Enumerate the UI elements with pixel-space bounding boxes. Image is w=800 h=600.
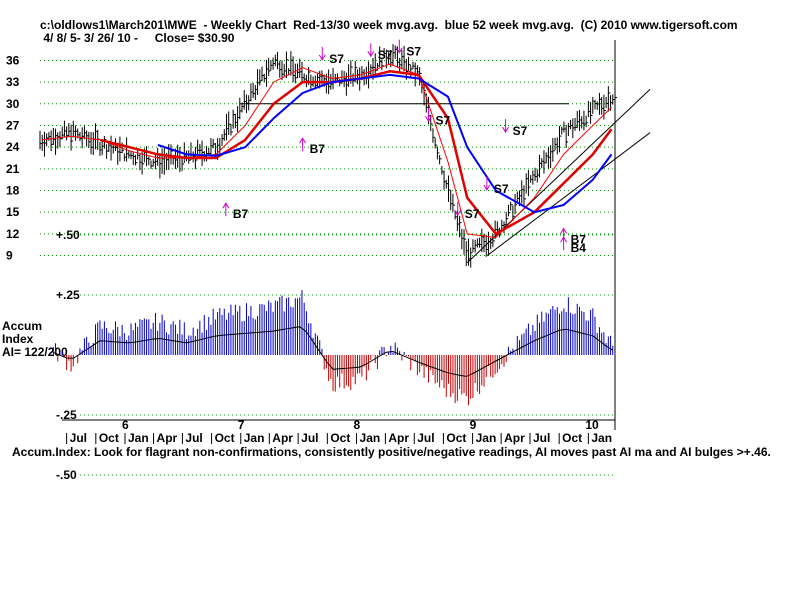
price-axis-labels: 9 12 15 18 21 24 27 30 33 36 [6,53,20,262]
ai-moving-average-line [53,326,614,377]
month-tick-label: Jan [128,431,149,445]
month-tick-label: Jan [476,431,497,445]
signal-s7: S7 [483,176,509,196]
grid-layer [40,59,615,476]
signal-s7: S7 [425,108,451,127]
signal-label: S7 [406,45,421,59]
chart-header-title: c:\oldlows1\March201\MWE - Weekly Chart … [40,18,738,32]
chart-header-range: 4/ 8/ 5- 3/ 26/ 10 - Close= $30.90 [40,31,235,45]
signal-arrow-head [560,236,568,243]
signal-arrow-head [425,116,432,123]
signal-arrow-head [454,209,462,217]
signal-arrow-head [395,47,403,54]
signal-label: S7 [436,113,451,127]
signal-arrow-head [367,50,375,58]
price-tick-label: 30 [6,97,20,111]
accum-index-footnote: Accum.Index: Look for flagrant non-confi… [12,445,771,459]
signal-label: B4 [571,241,587,255]
year-tick-label: 7 [238,418,245,432]
signal-label: B7 [233,207,249,221]
ai-tick-label: +.50 [56,228,80,242]
trendline-lower [486,132,651,256]
ai-tick-label: +.25 [56,288,80,302]
signal-arrow-head [483,184,491,191]
ai-panel-label: Index [2,332,34,346]
signal-s7: S7 [454,202,480,221]
signal-label: S7 [465,207,480,221]
month-tick-label: Jul [533,431,550,445]
signal-arrow-head [299,137,307,144]
month-tick-label: Apr [504,431,525,445]
signal-label: B7 [571,232,587,246]
price-tick-label: 24 [6,140,20,154]
signal-b7: B7 [222,202,249,221]
month-tick-label: Oct [99,431,119,445]
price-tick-label: 27 [6,118,20,132]
month-tick-label: Jul [417,431,434,445]
ai-panel-label: AI= 122/200 [2,345,68,359]
month-tick-label: Oct [562,431,582,445]
signal-s7: S7 [367,43,393,62]
ai-panel-label: Accum [2,319,42,333]
accum-index-layer [52,290,616,406]
ma-13-week-line [42,63,612,238]
month-tick-label: Jul [185,431,202,445]
month-tick-label: Jan [360,431,381,445]
month-tick-label: Oct [215,431,235,445]
signal-s7: S7 [318,46,344,66]
ma-30-week-line [99,70,613,236]
ai-tick-label: -.50 [56,468,77,482]
year-tick-label: 9 [470,418,477,432]
signal-arrow-head [318,54,326,61]
price-tick-label: 15 [6,205,20,219]
price-tick-label: 18 [6,184,20,198]
ai-tick-label: -.25 [56,408,77,422]
month-tick-label: Oct [446,431,466,445]
price-tick-label: 12 [6,227,20,241]
signal-b7: B7 [299,137,326,156]
axes-frame [62,40,616,430]
signal-s7: S7 [395,39,421,59]
ma-52-week-line [157,73,613,214]
month-tick-label: Jan [244,431,265,445]
month-tick-label: Jul [70,431,87,445]
signal-arrow-head [502,126,510,134]
signal-s7: S7 [502,119,528,138]
signal-label: S7 [513,124,528,138]
year-tick-label: 8 [354,418,361,432]
price-tick-label: 9 [6,249,13,263]
signal-b4: B4 [560,236,587,255]
month-tick-label: Oct [330,431,350,445]
month-tick-label: Jul [301,431,318,445]
price-tick-label: 33 [6,75,20,89]
signal-label: S7 [329,52,344,66]
month-tick-label: Apr [388,431,409,445]
year-tick-label: 6 [122,418,129,432]
signal-label: B7 [310,142,326,156]
signal-label: S7 [494,182,509,196]
signal-label: S7 [378,48,393,62]
price-tick-label: 21 [6,162,20,176]
moving-average-layer [42,63,613,238]
signal-arrow-head [222,202,230,209]
month-tick-label: Jan [591,431,612,445]
signal-arrow-head [560,227,568,234]
price-tick-label: 36 [6,53,20,67]
month-tick-label: Apr [157,431,178,445]
month-tick-label: Apr [272,431,293,445]
year-tick-label: 10 [585,418,599,432]
x-axis-labels: 6 7 8 9 10 Jul Oct Jan Apr Jul Oct Jan Apr Jul Oct Jan A… [66,418,612,445]
